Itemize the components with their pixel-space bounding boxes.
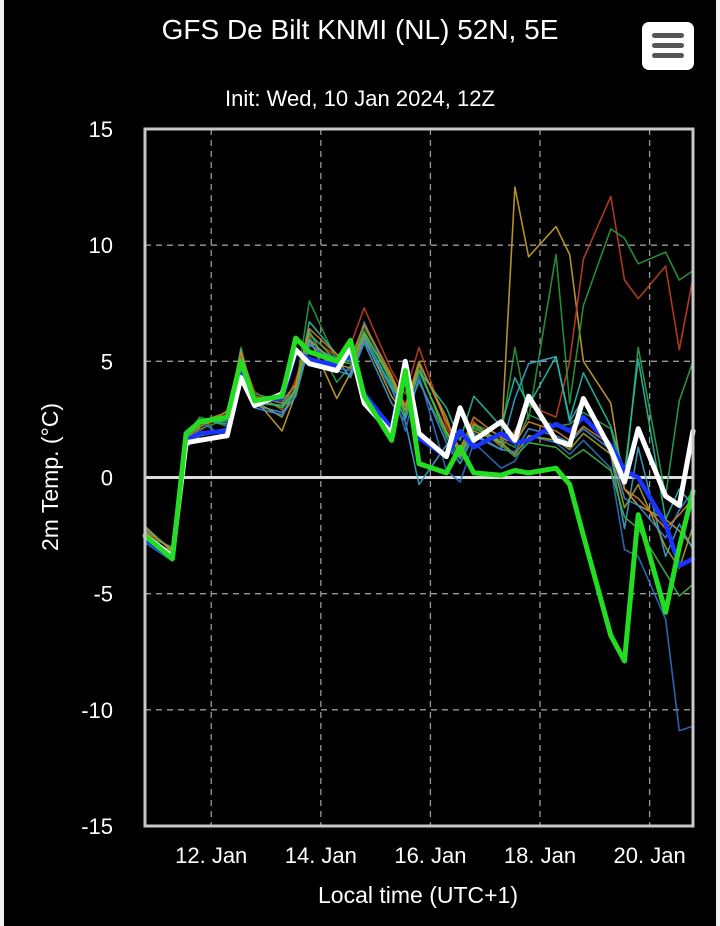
control-line	[142, 335, 696, 664]
y-axis-label: 2m Temp. (°C)	[37, 403, 63, 551]
x-tick-label: 14. Jan	[285, 843, 357, 868]
y-tick-label: -5	[93, 582, 113, 607]
ensemble-member-line	[144, 186, 694, 553]
menu-bar	[652, 33, 684, 38]
y-axis-ticks: -15 -10 -5 0 5 10 15	[81, 117, 113, 839]
right-border	[716, 0, 720, 926]
mean-line	[142, 344, 696, 559]
menu-bar	[652, 43, 684, 48]
chart-title: GFS De Bilt KNMI (NL) 52N, 5E	[161, 14, 559, 45]
left-border	[0, 0, 4, 926]
menu-bar	[652, 53, 684, 58]
hamburger-menu-icon[interactable]	[642, 22, 694, 70]
plot-border	[143, 127, 695, 828]
x-tick-label: 20. Jan	[614, 843, 686, 868]
ensemble-member-line	[144, 228, 694, 549]
chart-subtitle: Init: Wed, 10 Jan 2024, 12Z	[225, 86, 495, 111]
x-axis-label: Local time (UTC+1)	[318, 882, 518, 908]
x-tick-label: 12. Jan	[175, 843, 247, 868]
x-axis-ticks: 12. Jan 14. Jan 16. Jan 18. Jan 20. Jan	[175, 843, 686, 868]
x-tick-label: 18. Jan	[504, 843, 576, 868]
y-tick-label: -15	[81, 814, 113, 839]
y-tick-label: 15	[89, 117, 113, 142]
series-group	[142, 186, 696, 732]
y-tick-label: 5	[101, 349, 113, 374]
y-tick-label: 0	[101, 466, 113, 491]
y-tick-label: 10	[89, 233, 113, 258]
y-tick-label: -10	[81, 698, 113, 723]
grid	[145, 129, 693, 826]
x-tick-label: 16. Jan	[394, 843, 466, 868]
